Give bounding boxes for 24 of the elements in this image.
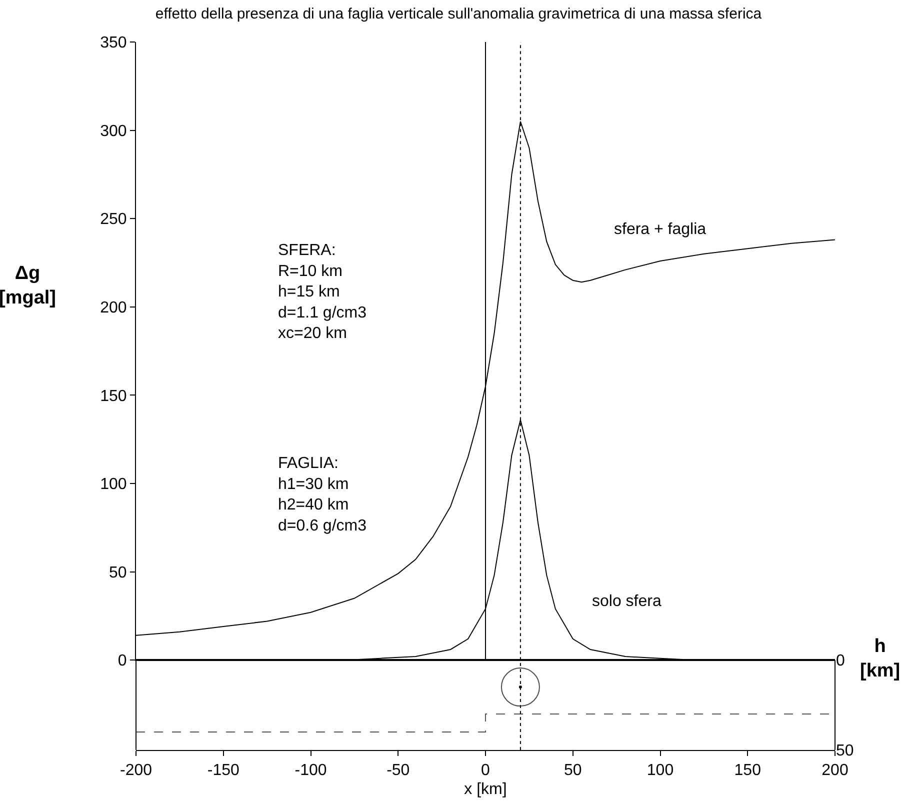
y-tick-label: 350	[100, 34, 127, 52]
x-tick-label: 150	[734, 762, 762, 780]
x-tick-label: -50	[386, 762, 410, 780]
series-label: solo sfera	[592, 593, 662, 610]
x-tick-label: -150	[207, 762, 240, 780]
x-axis-title: x [km]	[464, 780, 507, 798]
y-tick-label: 250	[100, 211, 127, 228]
y-axis-title: h [km]	[860, 636, 900, 682]
x-tick-label: 0	[481, 762, 490, 780]
y-tick-label: 200	[100, 299, 127, 316]
x-tick-label: -200	[120, 762, 152, 780]
annotation: SFERA: R=10 km h=15 km d=1.1 g/cm3 xc=20 km	[278, 242, 367, 342]
y-tick-label: 0	[118, 652, 127, 670]
x-tick-label: -100	[294, 762, 327, 780]
y-tick-label: 100	[100, 476, 127, 494]
x-tick-label: 100	[646, 762, 674, 780]
series-label: sfera + faglia	[614, 221, 706, 238]
y-axis-title: Δg [mgal]	[0, 263, 56, 309]
chart-title: effetto della presenza di una faglia verticale sull'anomalia gravimetrica di una massa sferica	[155, 6, 762, 22]
y-tick-label: 300	[100, 122, 127, 140]
y-tick-label: 150	[100, 388, 127, 405]
x-tick-label: 50	[564, 762, 582, 780]
annotation: FAGLIA: h1=30 km h2=40 km d=0.6 g/cm3	[278, 455, 367, 534]
y-tick-label: 50	[109, 564, 127, 582]
